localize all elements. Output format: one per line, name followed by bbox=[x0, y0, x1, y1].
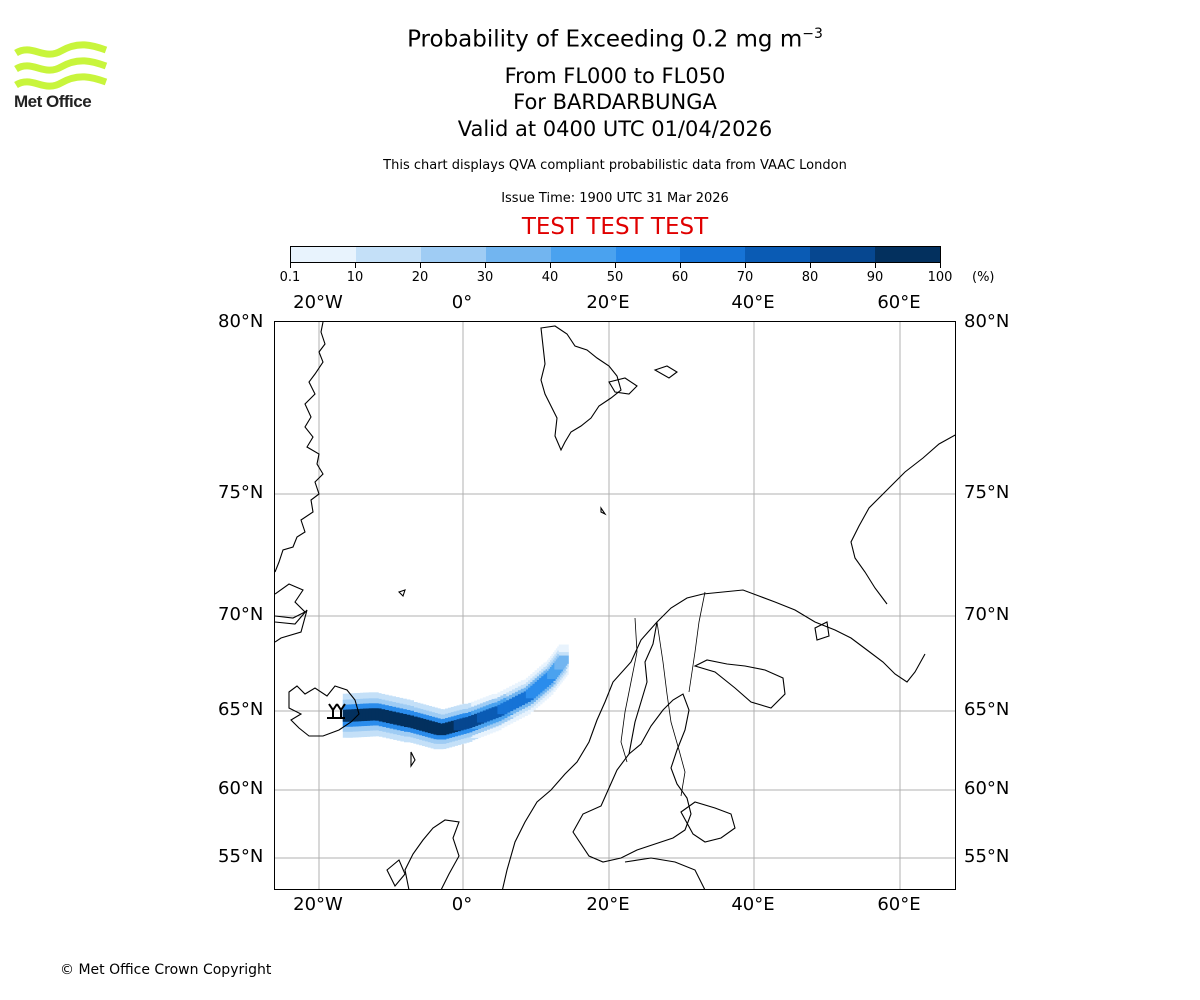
colorbar-label: 20 bbox=[411, 270, 429, 285]
colorbar-label: 30 bbox=[476, 270, 494, 285]
issue-time: Issue Time: 1900 UTC 31 Mar 2026 bbox=[501, 191, 729, 206]
colorbar-tick bbox=[550, 263, 551, 268]
borders bbox=[620, 591, 706, 797]
copyright-notice: © Met Office Crown Copyright bbox=[60, 962, 272, 978]
colorbar-label: 70 bbox=[736, 270, 754, 285]
longitude-label: 60°E bbox=[877, 292, 921, 313]
graticule bbox=[275, 322, 955, 889]
colorbar-label: 90 bbox=[866, 270, 884, 285]
colorbar-swatch bbox=[485, 247, 551, 262]
latitude-label: 70°N bbox=[218, 604, 264, 625]
colorbar-swatch bbox=[420, 247, 486, 262]
longitude-label: 40°E bbox=[731, 894, 775, 915]
longitude-label: 0° bbox=[451, 292, 473, 313]
colorbar-unit: (%) bbox=[972, 270, 995, 285]
colorbar-tick bbox=[745, 263, 746, 268]
colorbar-swatch bbox=[550, 247, 616, 262]
chart-description: This chart displays QVA compliant probab… bbox=[383, 158, 847, 173]
colorbar-label: 60 bbox=[671, 270, 689, 285]
colorbar-tick bbox=[875, 263, 876, 268]
british-isles-coast bbox=[404, 819, 460, 889]
colorbar-swatch bbox=[355, 247, 421, 262]
colorbar-label: 80 bbox=[801, 270, 819, 285]
colorbar-label: 50 bbox=[606, 270, 624, 285]
volcano-marker-icon bbox=[327, 703, 346, 719]
longitude-label: 0° bbox=[451, 894, 473, 915]
colorbar-swatch bbox=[615, 247, 681, 262]
latitude-label: 75°N bbox=[964, 482, 1010, 503]
longitude-label: 20°W bbox=[293, 292, 343, 313]
latitude-label: 60°N bbox=[964, 778, 1010, 799]
colorbar-tick bbox=[680, 263, 681, 268]
map-panel bbox=[274, 321, 956, 890]
colorbar-swatch bbox=[745, 247, 811, 262]
colorbar-tick bbox=[290, 263, 291, 268]
latitude-label: 55°N bbox=[218, 846, 264, 867]
colorbar-tick bbox=[615, 263, 616, 268]
coastlines bbox=[275, 322, 955, 889]
colorbar-label: 10 bbox=[346, 270, 364, 285]
longitude-label: 20°E bbox=[586, 292, 630, 313]
colorbar-swatch bbox=[875, 247, 941, 262]
longitude-label: 20°E bbox=[586, 894, 630, 915]
iceland-coast bbox=[288, 685, 360, 737]
longitude-label: 60°E bbox=[877, 894, 921, 915]
valid-time: Valid at 0400 UTC 01/04/2026 bbox=[457, 117, 773, 141]
ash-plume bbox=[342, 644, 569, 750]
colorbar-label: 0.1 bbox=[279, 270, 301, 285]
colorbar-tick bbox=[810, 263, 811, 268]
latitude-label: 60°N bbox=[218, 778, 264, 799]
map-svg bbox=[275, 322, 955, 889]
latitude-label: 75°N bbox=[218, 482, 264, 503]
colorbar-swatch bbox=[680, 247, 746, 262]
longitude-label: 20°W bbox=[293, 894, 343, 915]
met-office-wordmark: Met Office bbox=[14, 92, 92, 111]
latitude-label: 65°N bbox=[218, 699, 264, 720]
latitude-label: 65°N bbox=[964, 699, 1010, 720]
scandinavia-coast bbox=[502, 589, 926, 889]
colorbar bbox=[290, 246, 941, 263]
colorbar-tick bbox=[940, 263, 941, 268]
test-banner: TEST TEST TEST bbox=[521, 214, 709, 240]
svalbard-coast bbox=[540, 325, 622, 452]
colorbar-tick bbox=[355, 263, 356, 268]
latitude-label: 80°N bbox=[218, 311, 264, 332]
latitude-label: 55°N bbox=[964, 846, 1010, 867]
chart-title: Probability of Exceeding 0.2 mg m−3 bbox=[407, 26, 823, 53]
volcano-name: For BARDARBUNGA bbox=[513, 90, 717, 114]
plume-cell bbox=[558, 655, 569, 664]
met-office-logo-icon bbox=[14, 41, 108, 90]
longitude-label: 40°E bbox=[731, 292, 775, 313]
colorbar-tick bbox=[420, 263, 421, 268]
colorbar-swatch bbox=[291, 247, 356, 262]
colorbar-swatch bbox=[810, 247, 876, 262]
flight-levels: From FL000 to FL050 bbox=[504, 64, 726, 88]
colorbar-label: 100 bbox=[927, 270, 953, 285]
colorbar-tick bbox=[485, 263, 486, 268]
greenland-coast bbox=[275, 322, 326, 573]
latitude-label: 70°N bbox=[964, 604, 1010, 625]
latitude-label: 80°N bbox=[964, 311, 1010, 332]
novaya-zemlya-coast bbox=[850, 434, 955, 605]
colorbar-label: 40 bbox=[541, 270, 559, 285]
